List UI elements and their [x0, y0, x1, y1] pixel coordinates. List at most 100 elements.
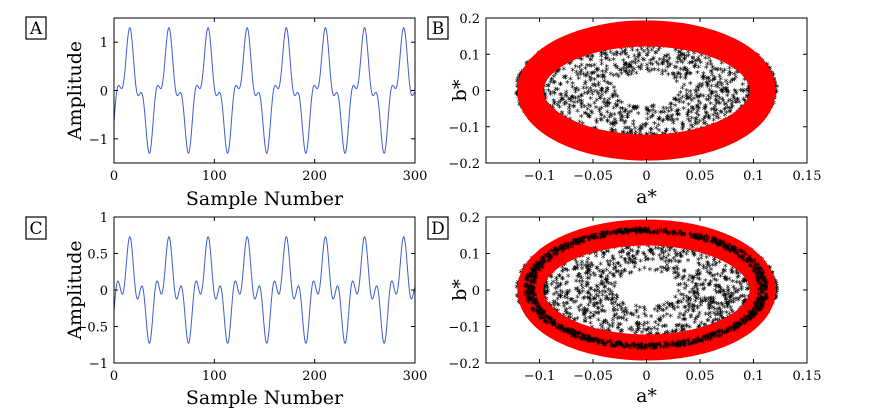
scatter-point: * — [732, 72, 737, 82]
scatter-point: * — [645, 46, 650, 56]
x-tick-label: −0.1 — [524, 169, 556, 184]
scatter-point: * — [622, 120, 627, 130]
scatter-point: * — [695, 70, 700, 80]
scatter-point: * — [589, 64, 594, 74]
scatter-point: * — [637, 53, 642, 63]
scatter-point: * — [571, 104, 576, 114]
scatter-point: * — [567, 103, 572, 113]
scatter-point: * — [656, 48, 661, 58]
scatter-point: * — [598, 117, 603, 127]
scatter-point: * — [694, 90, 699, 100]
scatter-point: * — [684, 72, 689, 82]
scatter-point: * — [600, 105, 605, 115]
scatter-point: * — [615, 72, 620, 82]
scatter-point: * — [591, 83, 596, 93]
scatter-point: * — [694, 104, 699, 114]
scatter-point: * — [592, 82, 597, 92]
scatter-point: * — [713, 108, 718, 118]
scatter-point: * — [724, 86, 729, 96]
scatter-point: * — [701, 94, 706, 104]
scatter-point: * — [707, 76, 712, 86]
scatter-point: * — [666, 115, 671, 125]
scatter-point: * — [572, 104, 577, 114]
scatter-point: * — [708, 96, 713, 106]
scatter-point: * — [694, 92, 699, 102]
scatter-point: * — [585, 71, 590, 81]
scatter-point: * — [689, 93, 694, 103]
scatter-point: * — [715, 112, 720, 122]
scatter-point: * — [636, 64, 641, 74]
scatter-point: * — [686, 53, 691, 63]
scatter-point: * — [627, 63, 632, 73]
scatter-point: * — [583, 74, 588, 84]
scatter-point: * — [629, 60, 634, 70]
scatter-point: * — [741, 82, 746, 92]
scatter-point: * — [613, 63, 618, 73]
scatter-point: * — [600, 87, 605, 97]
scatter-point: * — [666, 61, 671, 71]
scatter-point: * — [564, 100, 569, 110]
scatter-point: * — [642, 49, 647, 59]
scatter-point: * — [608, 112, 613, 122]
scatter-point: * — [690, 105, 695, 115]
scatter-point: * — [725, 89, 730, 99]
x-axis-label: Sample Number — [186, 188, 344, 210]
scatter-point: * — [579, 114, 584, 124]
scatter-point: * — [720, 88, 725, 98]
scatter-point: * — [651, 45, 656, 55]
scatter-point: * — [616, 74, 621, 84]
scatter-point: * — [567, 111, 572, 121]
scatter-point: * — [723, 106, 728, 116]
scatter-point: * — [579, 102, 584, 112]
scatter-point: * — [720, 90, 725, 100]
scatter-point: * — [699, 60, 704, 70]
scatter-point: * — [636, 111, 641, 121]
scatter-point: * — [724, 110, 729, 120]
scatter-point: * — [703, 114, 708, 124]
scatter-point: * — [697, 106, 702, 116]
scatter-point: * — [703, 103, 708, 113]
scatter-point: * — [710, 53, 715, 63]
scatter-point: * — [624, 45, 629, 55]
scatter-point: * — [590, 71, 595, 81]
scatter-point: * — [543, 93, 548, 103]
panel-letter: B — [432, 19, 445, 39]
scatter-point: * — [692, 50, 697, 60]
scatter-point: * — [645, 63, 650, 73]
scatter-point: * — [624, 66, 629, 76]
scatter-point: * — [612, 85, 617, 95]
scatter-point: * — [518, 101, 523, 111]
scatter-point: * — [675, 117, 680, 127]
scatter-point: * — [652, 121, 657, 131]
scatter-point: * — [725, 93, 730, 103]
x-tick-label: 100 — [202, 369, 227, 384]
scatter-point: * — [683, 57, 688, 67]
scatter-point: * — [671, 72, 676, 82]
scatter-point: * — [617, 111, 622, 121]
scatter-point: * — [724, 88, 729, 98]
scatter-point: * — [730, 104, 735, 114]
scatter-point: * — [711, 118, 716, 128]
scatter-point: * — [636, 105, 641, 115]
scatter-point: * — [636, 58, 641, 68]
scatter-point: * — [649, 127, 654, 137]
scatter-point: * — [730, 77, 735, 87]
scatter-point: * — [688, 81, 693, 91]
scatter-point: * — [645, 116, 650, 126]
scatter-point: * — [676, 93, 681, 103]
scatter-point: * — [656, 122, 661, 132]
scatter-point: * — [714, 84, 719, 94]
scatter-point: * — [593, 89, 598, 99]
scatter-point: * — [704, 110, 709, 120]
scatter-point: * — [651, 56, 656, 66]
scatter-point: * — [580, 98, 585, 108]
scatter-point: * — [705, 84, 710, 94]
scatter-point: * — [619, 71, 624, 81]
scatter-point: * — [611, 73, 616, 83]
scatter-point: * — [709, 69, 714, 79]
scatter-point: * — [660, 69, 665, 79]
scatter-point: * — [711, 113, 716, 123]
scatter-point: * — [569, 95, 574, 105]
y-tick-label: 0 — [100, 284, 108, 299]
